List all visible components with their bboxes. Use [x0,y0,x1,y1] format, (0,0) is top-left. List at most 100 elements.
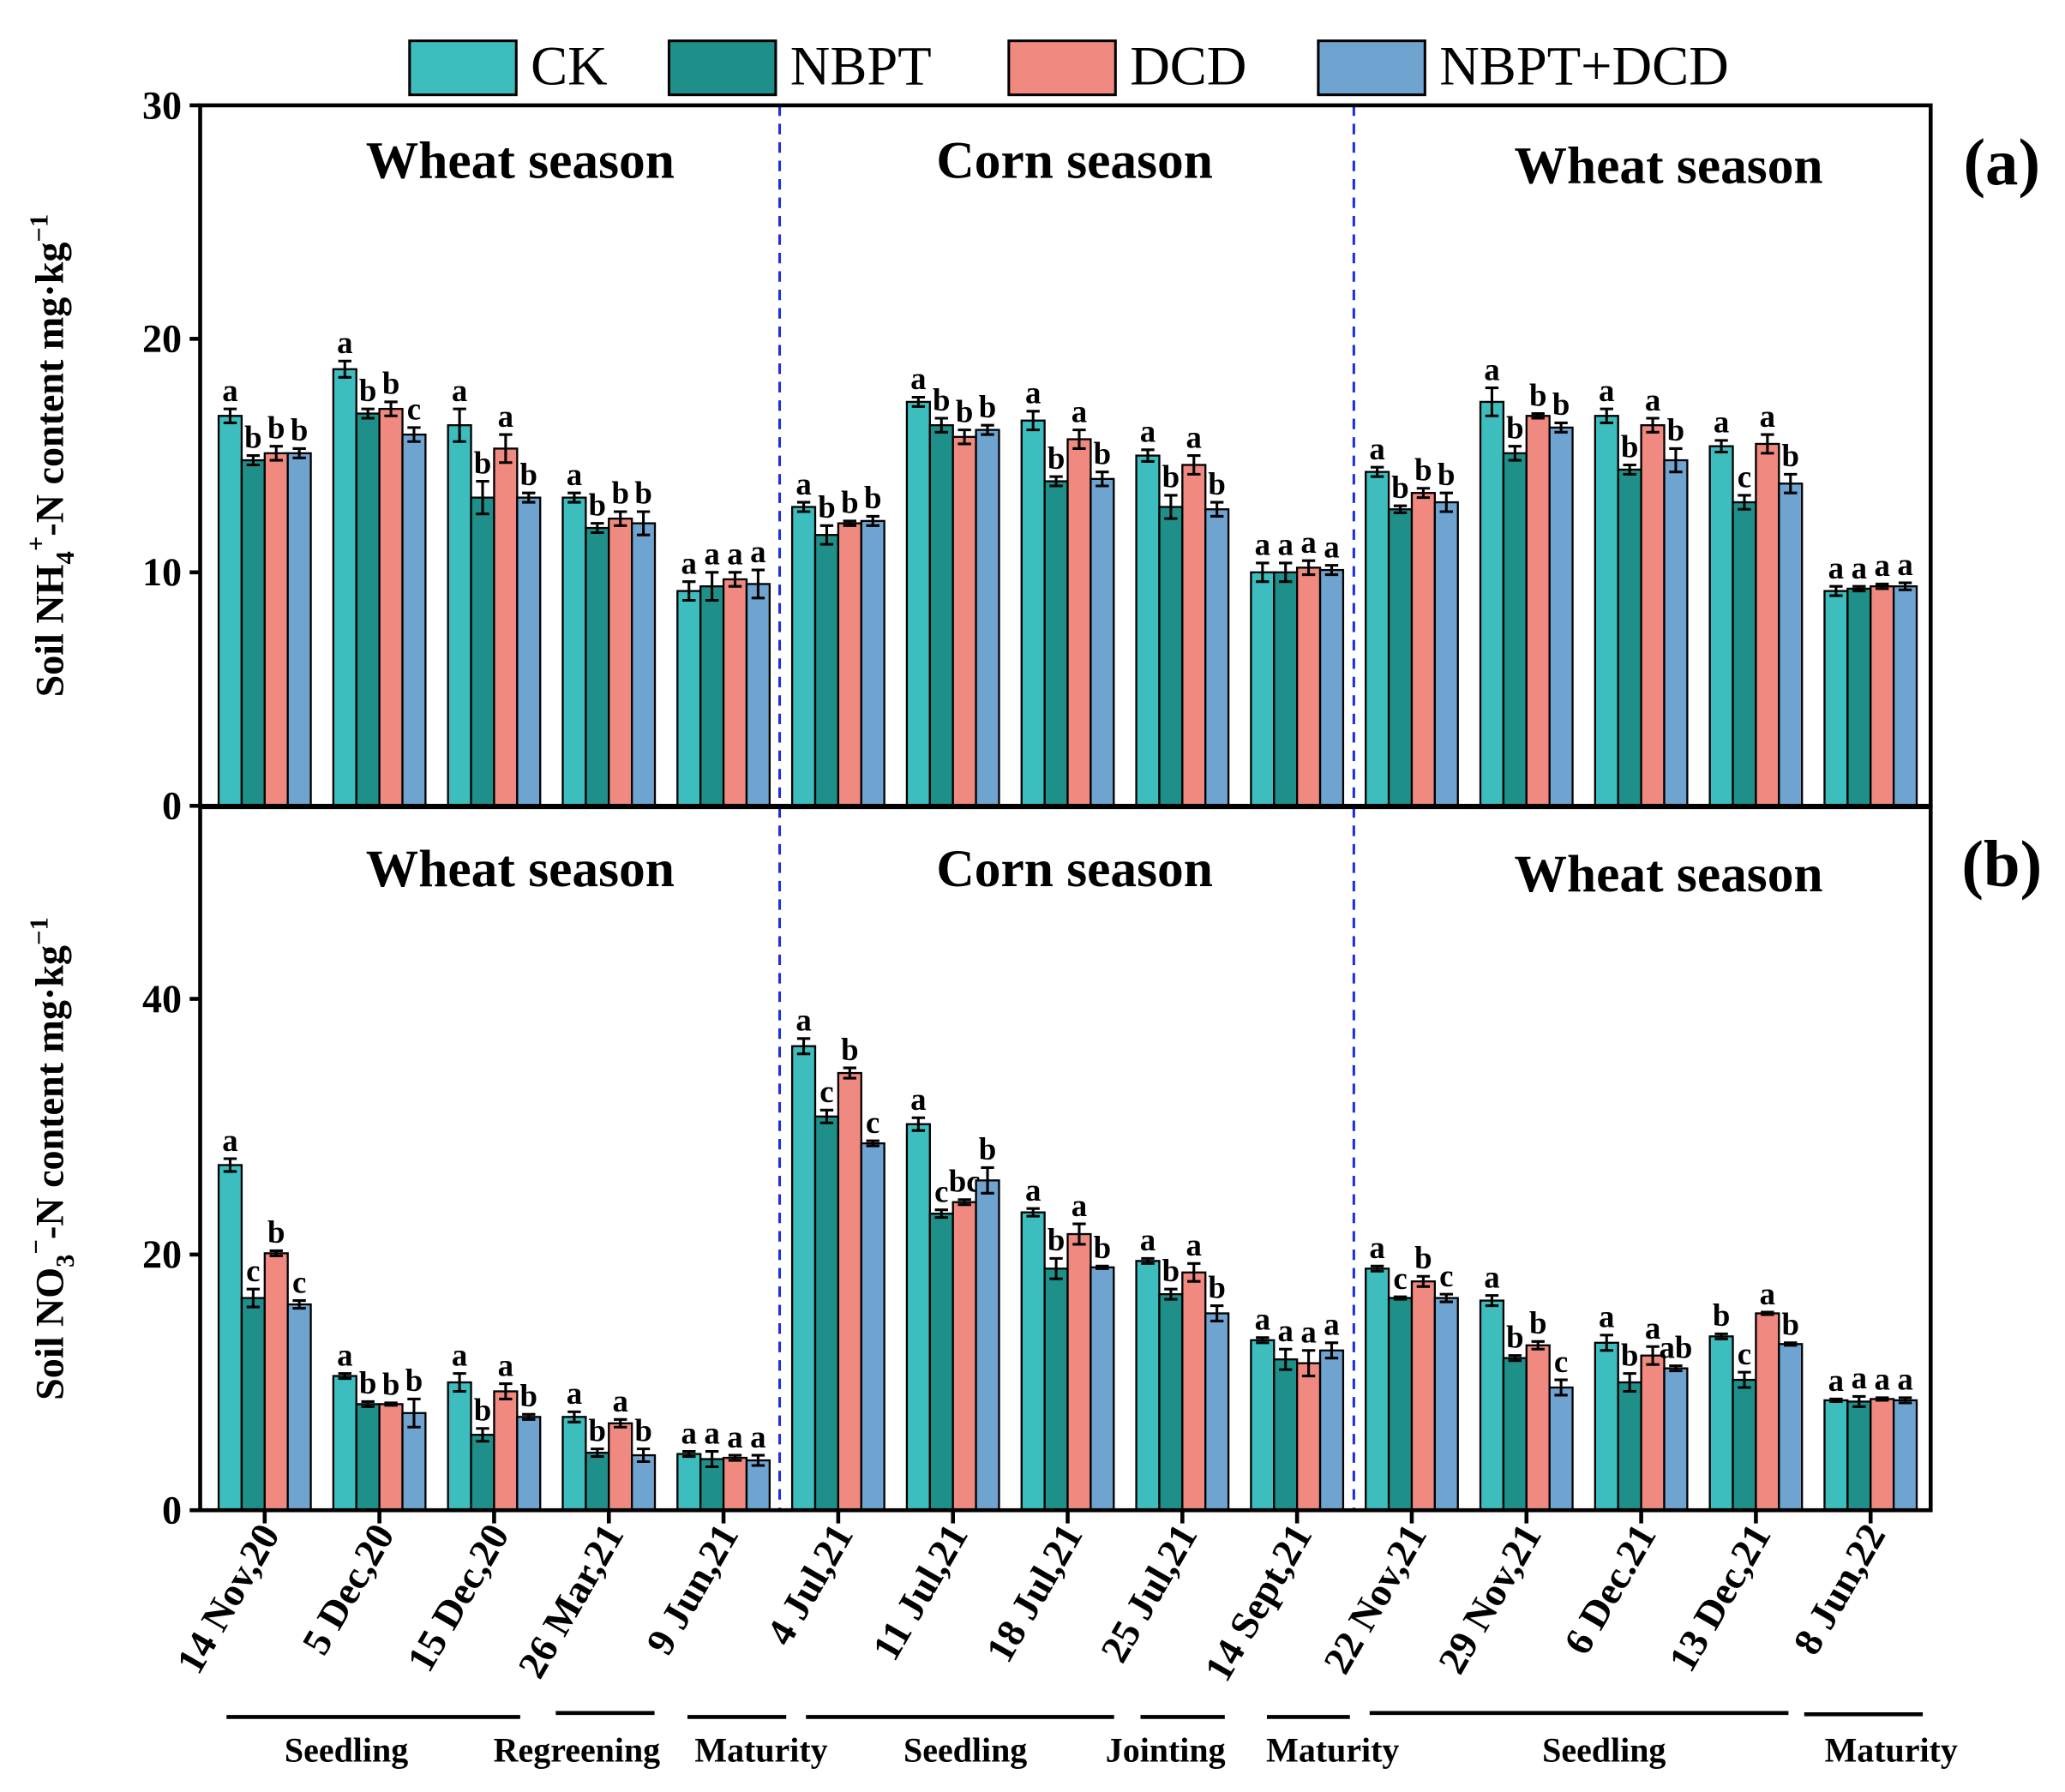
significance-letter: b [1621,1337,1638,1372]
error-bar [1646,1345,1660,1366]
bar [355,1403,381,1512]
significance-letter: a [452,1337,467,1372]
error-bar [453,1372,466,1393]
panel-label: (b) [1961,828,2042,901]
error-bar [384,400,398,417]
error-bar [751,568,765,600]
error-bar [269,1249,283,1257]
bar [332,368,357,807]
significance-letter: b [1781,438,1799,473]
bar [1778,1343,1804,1512]
bar [401,433,427,807]
error-bar [1784,472,1798,494]
error-bar [1370,465,1384,478]
significance-letter: a [1072,393,1087,429]
significance-letter: a [1025,1172,1041,1208]
error-bar [407,1397,421,1429]
bar [905,400,931,807]
significance-letter: b [841,1032,859,1067]
significance-letter: b [956,393,974,429]
legend-label: CK [531,35,608,96]
significance-letter: a [1025,375,1041,411]
x-tick-label: 9 Jun,21 [638,1516,747,1662]
bar [1410,492,1437,807]
significance-letter: b [1162,459,1180,494]
error-bar [614,1417,627,1429]
significance-letter: c [246,1253,260,1288]
bar [1525,415,1551,807]
bar [699,585,725,807]
significance-letter: b [589,1412,607,1447]
bar [1479,400,1505,807]
significance-letter: b [474,445,492,480]
significance-letter: b [1162,1253,1180,1288]
error-bar [1761,1310,1774,1316]
error-bar [1714,439,1728,454]
legend-label: NBPT [790,35,932,96]
bar [1823,1399,1849,1512]
bar [1204,1312,1230,1512]
error-bar [499,1381,513,1400]
bar [1204,508,1230,807]
significance-letter: a [1599,1299,1614,1334]
significance-letter: b [1781,1307,1799,1342]
bar [332,1375,357,1512]
error-bar [796,500,811,513]
stage-label: Seedling [903,1731,1027,1770]
error-bar [1714,1332,1728,1340]
error-bar [223,1157,237,1173]
significance-letter: b [611,476,629,511]
bar [1640,424,1666,807]
bar [790,1045,817,1512]
error-bar [614,510,627,527]
significance-letter: b [933,382,951,417]
bar [286,1303,312,1512]
error-bar [866,514,879,527]
bar [1410,1280,1437,1512]
significance-letter: c [1439,1258,1453,1293]
significance-letter: c [1393,1261,1407,1296]
error-bar [246,1287,261,1309]
error-bar [522,1412,536,1421]
bar [1020,419,1046,807]
error-bar [1279,561,1293,584]
significance-letter: a [727,536,742,572]
bar [1870,1398,1895,1512]
bar [1892,1399,1918,1512]
bar [516,1416,542,1512]
significance-letter: a [1828,550,1844,585]
error-bar [591,522,604,535]
bar [1502,1357,1528,1512]
error-bar [1210,500,1224,518]
stage-label: Jointing [1106,1731,1226,1770]
bar [608,1422,633,1512]
error-bar [957,1198,971,1207]
bar [1525,1344,1551,1512]
significance-letter: a [750,1419,765,1454]
bar [493,447,519,807]
error-bar [384,1401,398,1407]
bar [951,435,977,807]
error-bar [1875,1396,1889,1402]
legend-swatch [1317,39,1426,97]
error-bar [843,1066,857,1080]
significance-letter: a [1760,399,1775,434]
significance-letter: a [1874,548,1889,583]
bar [240,1297,266,1512]
bar [1846,587,1872,807]
significance-letter: b [1048,1222,1066,1257]
significance-letter: a [452,373,467,408]
y-tick-label: 0 [162,784,182,828]
x-tick-label: 13 Dec,21 [1660,1516,1780,1679]
x-tick-label: 22 Nov,21 [1315,1516,1435,1681]
significance-letter: b [589,487,607,522]
significance-letter: a [1300,524,1316,560]
significance-letter: a [1599,373,1614,408]
error-bar [1600,407,1613,424]
significance-letter: a [1140,1222,1156,1257]
bar [516,496,542,807]
error-bar [843,519,857,527]
significance-letter: b [1506,1319,1524,1354]
stage-label: Maturity [694,1731,827,1770]
significance-letter: b [1208,466,1226,501]
